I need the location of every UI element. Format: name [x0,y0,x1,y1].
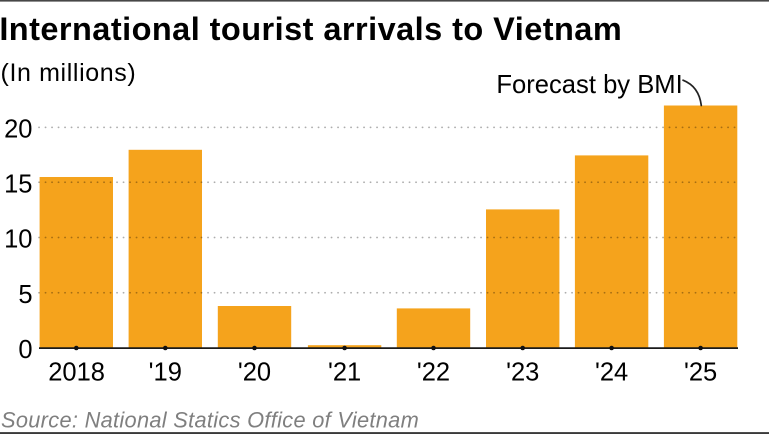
svg-text:'25: '25 [684,359,717,387]
svg-text:'19: '19 [149,359,182,387]
svg-text:15: 15 [4,170,32,198]
svg-text:'24: '24 [595,359,628,387]
svg-text:(In millions): (In millions) [1,59,137,87]
svg-text:10: 10 [4,226,32,254]
svg-text:'23: '23 [506,359,539,387]
svg-text:Source: National Statics Offic: Source: National Statics Office of Vietn… [1,408,419,433]
svg-text:0: 0 [18,336,32,364]
svg-text:20: 20 [4,116,32,144]
svg-text:5: 5 [18,281,32,309]
svg-text:Forecast by BMI: Forecast by BMI [496,71,682,99]
svg-text:International tourist arrivals: International tourist arrivals to Vietna… [0,11,622,47]
svg-text:'22: '22 [417,359,450,387]
svg-text:2018: 2018 [48,359,105,387]
svg-text:'20: '20 [238,359,271,387]
svg-text:'21: '21 [328,359,361,387]
